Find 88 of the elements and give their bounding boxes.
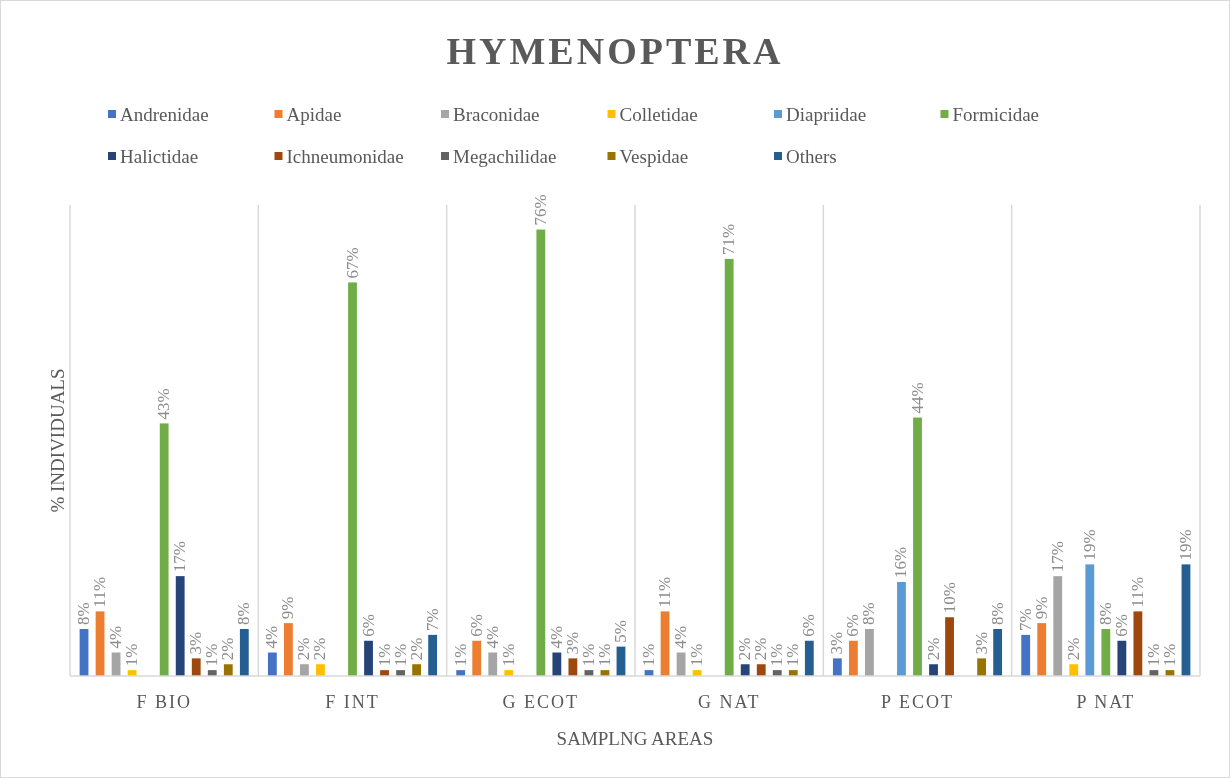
legend-label: Andrenidae bbox=[120, 104, 209, 125]
y-axis-title: % INDIVIDUALS bbox=[47, 368, 68, 513]
bar bbox=[364, 640, 373, 676]
bar bbox=[724, 258, 734, 676]
x-tick-label: F BIO bbox=[136, 692, 192, 712]
bar bbox=[848, 640, 858, 676]
x-axis-title: SAMPLNG AREAS bbox=[556, 728, 714, 749]
legend-label: Others bbox=[786, 146, 837, 167]
bar bbox=[1133, 611, 1143, 676]
data-label: 11% bbox=[1127, 576, 1147, 608]
data-label: 1% bbox=[639, 643, 659, 667]
data-label: 11% bbox=[655, 576, 675, 608]
data-label: 7% bbox=[422, 608, 442, 631]
bar bbox=[993, 629, 1003, 676]
legend-label: Apidae bbox=[286, 104, 342, 125]
x-tick-label: G ECOT bbox=[502, 692, 580, 712]
bar bbox=[552, 652, 562, 676]
data-label: 16% bbox=[891, 546, 911, 579]
x-tick-label: F INT bbox=[325, 692, 380, 712]
bar bbox=[428, 634, 438, 676]
bar bbox=[267, 652, 277, 676]
data-label: 19% bbox=[1175, 529, 1195, 561]
bar bbox=[191, 658, 201, 676]
bar bbox=[1069, 664, 1079, 676]
bar bbox=[348, 282, 357, 676]
bar bbox=[300, 664, 309, 676]
bar bbox=[95, 611, 105, 676]
x-tick-label: P ECOT bbox=[881, 692, 954, 712]
chart-title: HYMENOPTERA bbox=[446, 30, 784, 72]
data-label: 2% bbox=[1063, 637, 1083, 661]
bar bbox=[223, 664, 233, 676]
x-tick-label: G NAT bbox=[697, 692, 761, 712]
bar bbox=[1117, 640, 1127, 676]
legend-label: Ichneumonidae bbox=[286, 146, 404, 167]
bar bbox=[316, 664, 325, 676]
bar bbox=[804, 640, 814, 676]
bar bbox=[1101, 629, 1111, 676]
data-label: 67% bbox=[342, 247, 362, 279]
data-label: 17% bbox=[1047, 540, 1067, 573]
x-tick-label: P NAT bbox=[1076, 692, 1136, 712]
data-label: 43% bbox=[154, 388, 174, 420]
bar bbox=[897, 582, 906, 676]
data-label: 19% bbox=[1079, 529, 1099, 561]
bar bbox=[913, 417, 922, 676]
data-label: 10% bbox=[939, 582, 959, 614]
legend-label: Formicidae bbox=[952, 104, 1040, 125]
bar bbox=[865, 629, 874, 676]
bar bbox=[536, 229, 546, 676]
bar bbox=[1053, 576, 1063, 676]
data-label: 71% bbox=[719, 223, 739, 255]
bar bbox=[1085, 564, 1095, 676]
bar bbox=[1021, 634, 1031, 676]
bar bbox=[977, 658, 987, 676]
data-label: 2% bbox=[923, 637, 943, 661]
legend-label: Halictidae bbox=[120, 146, 199, 167]
bar bbox=[239, 629, 249, 676]
bar bbox=[740, 664, 750, 676]
bar bbox=[660, 611, 670, 676]
bar bbox=[945, 617, 954, 676]
data-label: 17% bbox=[170, 540, 190, 573]
legend-label: Colletidae bbox=[619, 104, 698, 125]
bar bbox=[568, 658, 578, 676]
legend-label: Braconidae bbox=[453, 104, 540, 125]
legend-label: Megachilidae bbox=[453, 146, 557, 167]
bar bbox=[1037, 623, 1047, 676]
bar bbox=[756, 664, 766, 676]
bar bbox=[929, 664, 938, 676]
data-label: 8% bbox=[987, 602, 1007, 626]
data-label: 8% bbox=[234, 602, 254, 626]
bar bbox=[472, 640, 482, 676]
data-label: 4% bbox=[262, 625, 282, 649]
bar bbox=[283, 623, 293, 676]
bar bbox=[1181, 564, 1191, 676]
legend-label: Vespidae bbox=[619, 146, 689, 167]
data-label: 76% bbox=[530, 194, 550, 226]
data-label: 5% bbox=[610, 619, 630, 643]
data-label: 1% bbox=[450, 643, 470, 667]
legend-label: Diapriidae bbox=[786, 104, 867, 125]
data-label: 6% bbox=[799, 614, 819, 637]
data-label: 44% bbox=[907, 382, 927, 414]
bar bbox=[412, 664, 422, 676]
bar bbox=[488, 652, 498, 676]
data-label: 6% bbox=[358, 614, 378, 637]
bar bbox=[832, 658, 842, 676]
data-label: 3% bbox=[971, 631, 991, 655]
bar bbox=[159, 423, 169, 676]
bar bbox=[175, 576, 185, 676]
data-label: 9% bbox=[278, 596, 298, 620]
